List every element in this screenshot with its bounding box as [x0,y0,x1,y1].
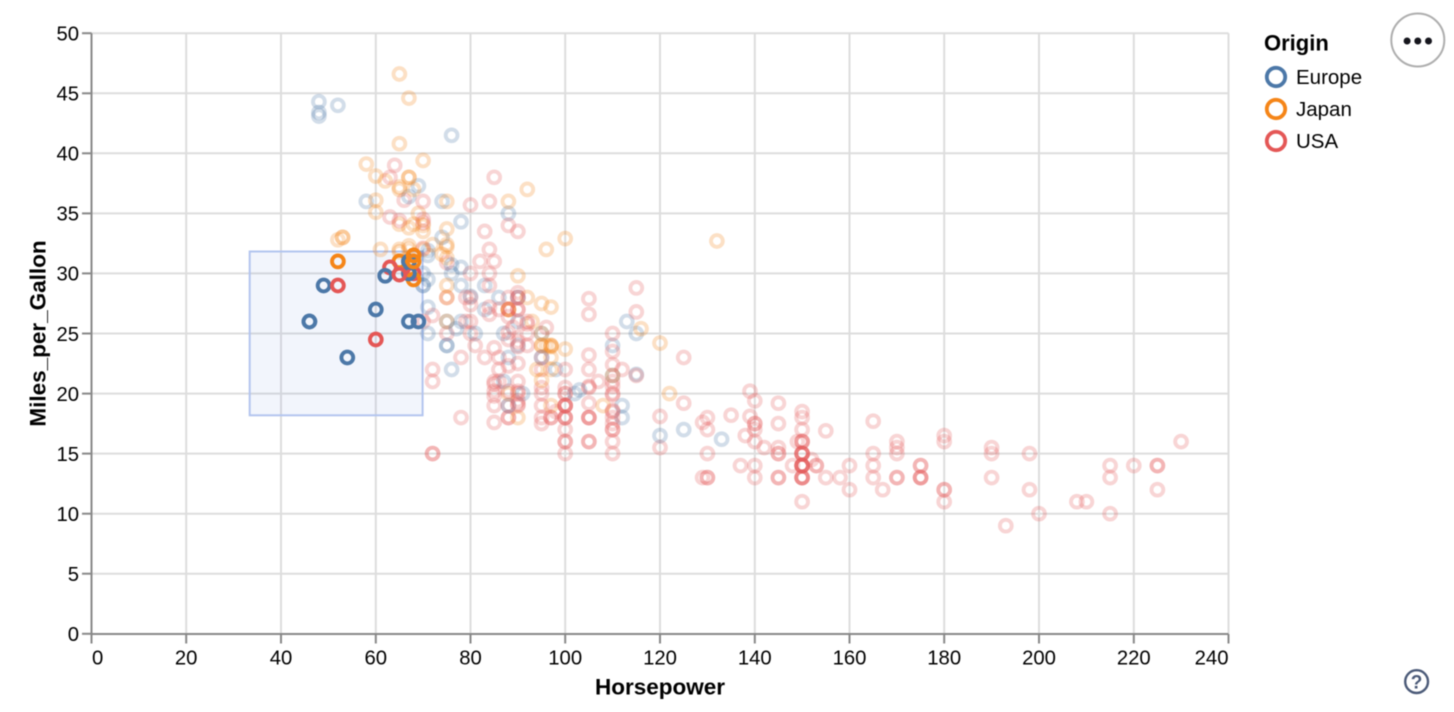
svg-text:Origin: Origin [1264,31,1329,56]
svg-text:20: 20 [56,384,79,406]
svg-text:240: 240 [1195,648,1229,670]
svg-text:220: 220 [1117,648,1151,670]
svg-text:45: 45 [56,84,79,106]
svg-text:180: 180 [927,648,961,670]
svg-text:140: 140 [738,648,772,670]
svg-text:10: 10 [56,504,79,526]
svg-text:?: ? [1411,673,1423,694]
svg-text:0: 0 [68,624,79,646]
svg-text:Japan: Japan [1296,98,1352,121]
svg-text:80: 80 [459,648,482,670]
svg-text:25: 25 [56,324,79,346]
svg-text:0: 0 [92,648,103,670]
svg-text:120: 120 [643,648,677,670]
svg-text:USA: USA [1296,130,1338,153]
svg-text:200: 200 [1022,648,1056,670]
svg-text:20: 20 [175,648,198,670]
svg-text:40: 40 [56,144,79,166]
svg-text:100: 100 [548,648,582,670]
svg-text:50: 50 [56,24,79,46]
svg-text:15: 15 [56,444,79,466]
svg-text:60: 60 [365,648,388,670]
svg-text:5: 5 [68,564,79,586]
svg-text:40: 40 [270,648,293,670]
svg-text:160: 160 [833,648,867,670]
svg-text:Miles_per_Gallon: Miles_per_Gallon [26,240,51,426]
svg-text:35: 35 [56,204,79,226]
svg-text:Europe: Europe [1296,66,1362,89]
svg-text:30: 30 [56,264,79,286]
svg-text:Horsepower: Horsepower [595,675,725,700]
